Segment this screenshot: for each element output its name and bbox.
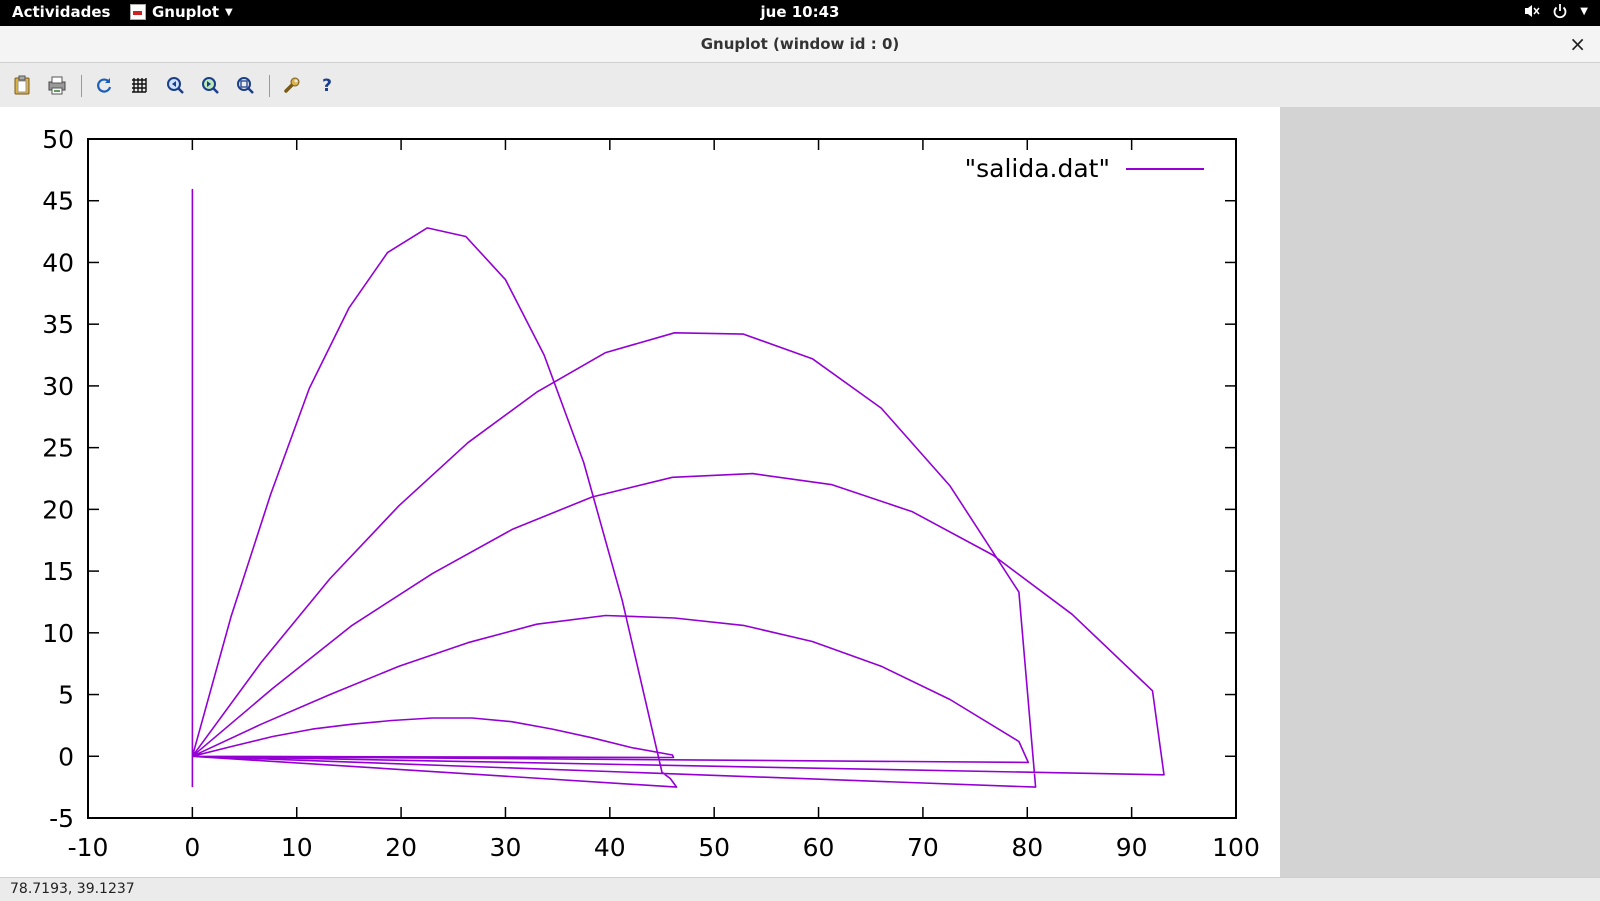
y-tick-label: 50 (42, 125, 74, 154)
close-button[interactable]: × (1569, 32, 1586, 56)
chevron-down-icon: ▼ (225, 6, 233, 18)
power-icon (1553, 4, 1567, 19)
x-tick-label: 10 (281, 833, 313, 862)
toolbar: ? (0, 63, 1600, 107)
y-tick-label: -5 (49, 804, 74, 833)
legend-label: "salida.dat" (965, 154, 1110, 183)
x-tick-label: 40 (594, 833, 626, 862)
system-tray[interactable]: ▼ (1524, 3, 1588, 19)
y-tick-label: 10 (42, 619, 74, 648)
toggle-grid-button[interactable] (128, 74, 150, 96)
zoom-autoscale-icon (237, 77, 254, 94)
window-titlebar: Gnuplot (window id : 0) × (0, 26, 1600, 63)
wrench-icon (284, 77, 300, 93)
previous-zoom-button[interactable] (164, 74, 186, 96)
system-top-bar: Actividades Gnuplot ▼ jue 10:43 ▼ (0, 0, 1600, 26)
y-tick-label: 45 (42, 187, 74, 216)
x-tick-label: 100 (1212, 833, 1260, 862)
y-tick-label: 0 (58, 742, 74, 771)
copy-to-clipboard-button[interactable] (11, 74, 33, 96)
chevron-down-icon: ▼ (1580, 5, 1588, 17)
toolbar-separator (81, 75, 82, 97)
gnuplot-app-icon (130, 4, 146, 20)
zoom-next-icon (202, 77, 219, 94)
plot-canvas[interactable]: -10 0 10 20 30 40 50 60 70 80 90 100 -5 0 5 10 15 20 25 30 3… (0, 107, 1280, 877)
activities-button[interactable]: Actividades (12, 3, 111, 21)
y-tick-label: 15 (42, 557, 74, 586)
replot-button[interactable] (93, 74, 115, 96)
grid-icon (132, 78, 147, 93)
clock[interactable]: jue 10:43 (760, 3, 840, 21)
x-tick-label: 60 (803, 833, 835, 862)
refresh-icon (97, 78, 112, 93)
next-zoom-button[interactable] (199, 74, 221, 96)
window-title: Gnuplot (window id : 0) (700, 35, 900, 53)
svg-text:?: ? (322, 76, 332, 94)
window-background-panel (1280, 107, 1600, 877)
app-menu[interactable]: Gnuplot ▼ (130, 3, 233, 21)
help-icon: ? (322, 76, 332, 94)
app-menu-label: Gnuplot (152, 3, 220, 21)
y-tick-label: 20 (42, 495, 74, 524)
x-tick-label: -10 (68, 833, 109, 862)
y-tick-label: 35 (42, 310, 74, 339)
x-tick-label: 70 (907, 833, 939, 862)
toolbar-separator (269, 75, 270, 97)
config-button[interactable] (281, 74, 303, 96)
y-tick-label: 30 (42, 372, 74, 401)
x-tick-label: 20 (385, 833, 417, 862)
plot-frame (87, 138, 1237, 819)
mouse-coordinates-readout: 78.7193, 39.1237 (10, 881, 135, 897)
autoscale-button[interactable] (234, 74, 256, 96)
zoom-previous-icon (167, 77, 184, 94)
chart-svg[interactable]: -10 0 10 20 30 40 50 60 70 80 90 100 -5 0 5 10 15 20 25 30 3… (0, 107, 1280, 877)
y-tick-label: 25 (42, 434, 74, 463)
y-tick-label: 5 (58, 681, 74, 710)
x-tick-label: 90 (1116, 833, 1148, 862)
help-button[interactable]: ? (316, 74, 338, 96)
x-tick-label: 30 (490, 833, 522, 862)
series-line (191, 188, 1165, 788)
y-tick-label: 40 (42, 248, 74, 277)
volume-muted-icon (1525, 5, 1540, 17)
x-tick-label: 0 (184, 833, 200, 862)
print-button[interactable] (46, 74, 68, 96)
printer-icon (48, 76, 66, 95)
x-tick-label: 80 (1011, 833, 1043, 862)
status-bar: 78.7193, 39.1237 (0, 877, 1600, 901)
clipboard-icon (14, 75, 30, 95)
x-tick-label: 50 (698, 833, 730, 862)
